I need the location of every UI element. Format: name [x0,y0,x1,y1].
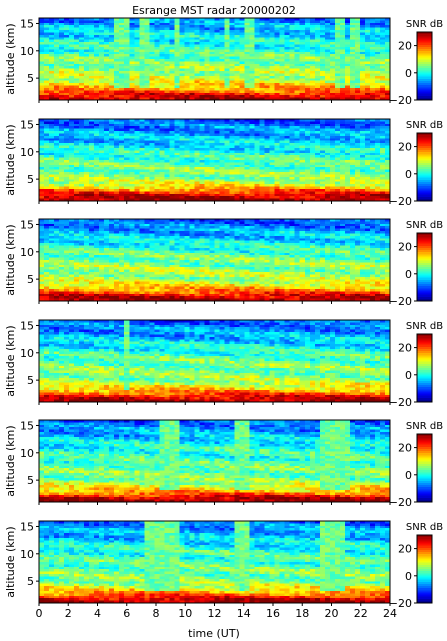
colorbar-tick-label: −20 [389,597,412,610]
colorbar-tick-label: 20 [398,141,412,154]
y-axis-label: altitude (km) [4,325,17,396]
colorbar-tick-label: 0 [405,369,412,382]
x-tick-label: 16 [266,607,280,620]
y-tick-label: 15 [20,419,34,432]
y-tick-label: 10 [20,45,34,58]
colorbar-tick-label: 0 [405,168,412,181]
colorbar [416,232,433,302]
y-tick-label: 5 [27,72,34,85]
y-axis-label: altitude (km) [4,124,17,195]
heatmap [39,320,391,403]
y-axis-label: altitude (km) [4,23,17,94]
x-tick-label: 8 [153,607,160,620]
x-tick-label: 18 [295,607,309,620]
heatmap [39,521,391,604]
x-tick-label: 20 [325,607,339,620]
y-tick-label: 5 [27,273,34,286]
y-axis-label: altitude (km) [4,224,17,295]
colorbar-tick-label: 0 [405,570,412,583]
colorbar-tick-label: 20 [398,241,412,254]
y-axis-label: altitude (km) [4,526,17,597]
colorbar-label: SNR dB [406,421,443,432]
colorbar-tick-label: 20 [398,342,412,355]
y-tick-label: 5 [27,374,34,387]
heatmap [39,420,391,503]
colorbar-tick-label: −20 [389,496,412,509]
chart-title: Esrange MST radar 20000202 [132,4,296,17]
x-tick-label: 6 [123,607,130,620]
colorbar-tick-label: 0 [405,469,412,482]
x-tick-label: 4 [94,607,101,620]
y-tick-label: 10 [20,447,34,460]
colorbar-tick-label: 20 [398,543,412,556]
colorbar-tick-label: −20 [389,396,412,409]
x-tick-label: 24 [383,607,397,620]
x-tick-label: 12 [208,607,222,620]
y-tick-label: 10 [20,548,34,561]
x-tick-label: 0 [36,607,43,620]
y-tick-label: 15 [20,118,34,131]
colorbar-tick-label: 0 [405,268,412,281]
x-tick-label: 14 [237,607,251,620]
y-tick-label: 10 [20,347,34,360]
x-tick-label: 2 [65,607,72,620]
y-tick-label: 15 [20,17,34,30]
y-tick-label: 5 [27,575,34,588]
y-tick-label: 15 [20,319,34,332]
colorbar [416,433,433,503]
colorbar [416,534,433,604]
heatmap [39,18,391,101]
y-tick-label: 15 [20,218,34,231]
heatmap [39,119,391,202]
colorbar-label: SNR dB [406,220,443,231]
colorbar [416,31,433,101]
colorbar-tick-label: 0 [405,67,412,80]
colorbar-tick-label: −20 [389,195,412,208]
colorbar-tick-label: 20 [398,40,412,53]
x-axis-label: time (UT) [188,627,240,640]
colorbar [416,333,433,403]
x-tick-label: 22 [354,607,368,620]
heatmap [39,219,391,302]
y-tick-label: 10 [20,146,34,159]
y-tick-label: 10 [20,246,34,259]
colorbar-tick-label: −20 [389,94,412,107]
y-axis-label: altitude (km) [4,425,17,496]
y-tick-label: 5 [27,173,34,186]
colorbar-label: SNR dB [406,120,443,131]
y-tick-label: 5 [27,474,34,487]
colorbar-tick-label: −20 [389,295,412,308]
x-tick-label: 10 [178,607,192,620]
colorbar-label: SNR dB [406,522,443,533]
colorbar-label: SNR dB [406,19,443,30]
y-tick-label: 15 [20,520,34,533]
colorbar [416,132,433,202]
colorbar-label: SNR dB [406,321,443,332]
colorbar-tick-label: 20 [398,442,412,455]
